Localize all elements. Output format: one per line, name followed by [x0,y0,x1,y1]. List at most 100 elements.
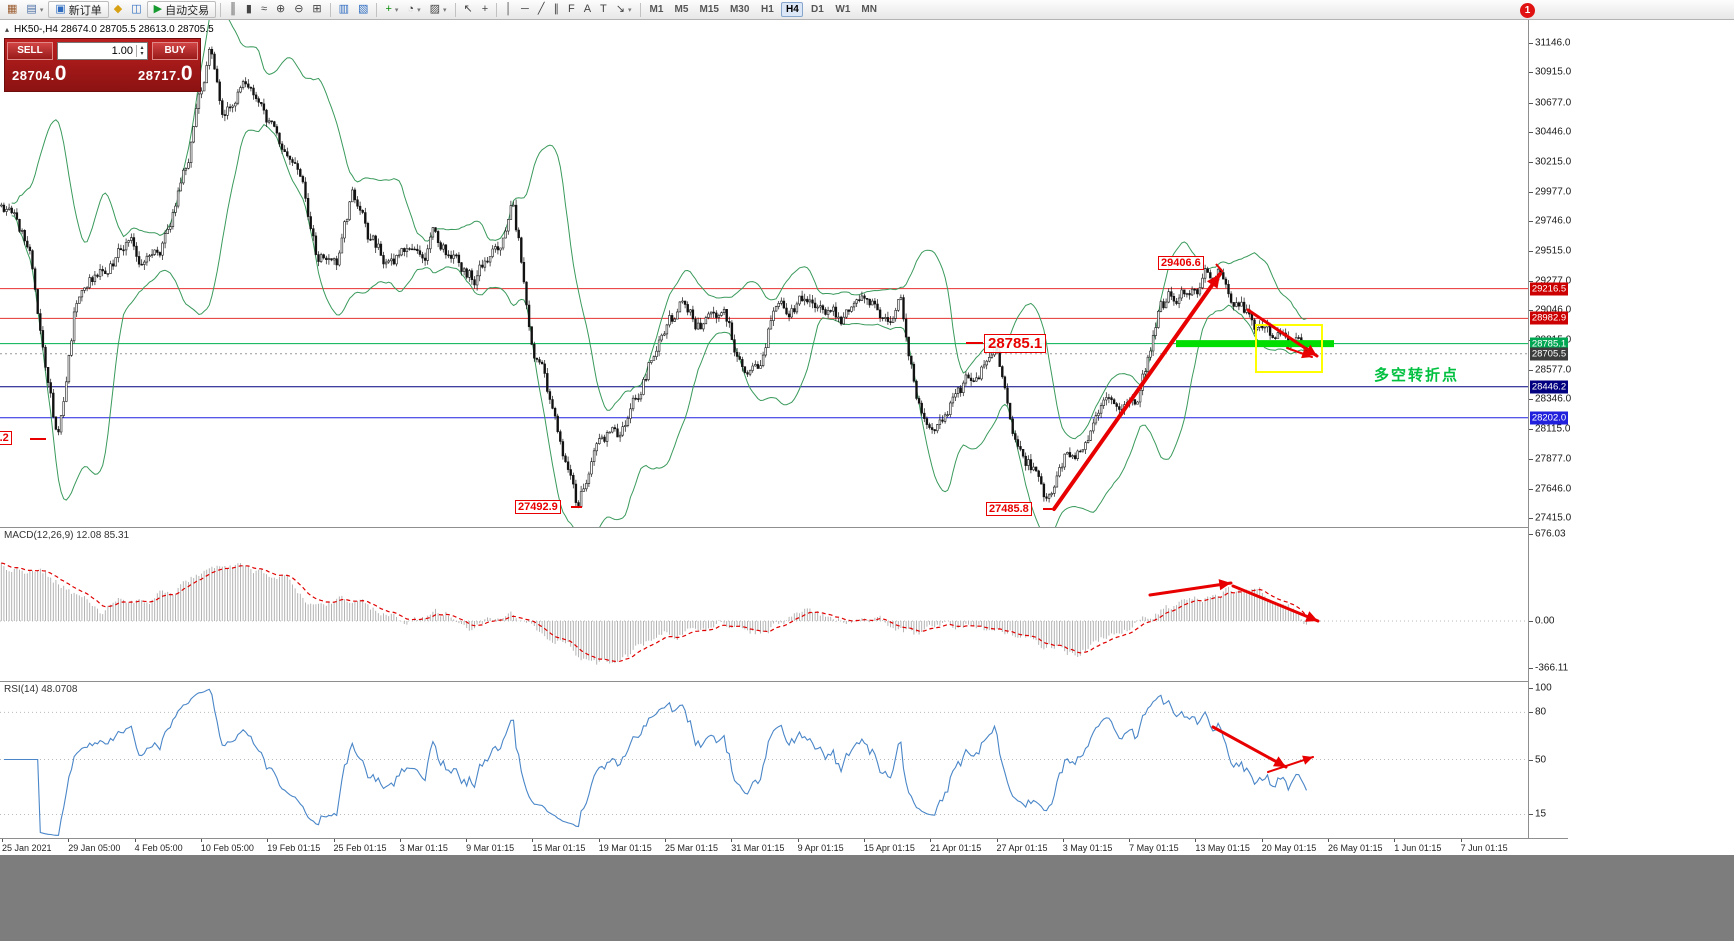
toolbar: ▦ ▤ ▾ ▣ 新订单 ◆ ◫ ▶ 自动交易 ║ ▮ ≈ ⊕ ⊖ ⊞ ▥ ▧ + ▾ ◔ ▾ ▨ ▾ ↖ + │ ─ ╱ ∥ F A T ↘ ▾ M… [0,0,1734,20]
timeframe-w1-button[interactable]: W1 [835,4,851,15]
rsi-indicator-chart[interactable] [0,681,1528,838]
time-axis-label: 15 Mar 01:15 [532,843,586,853]
price-scale-tick [1529,102,1533,104]
new-order-plus-icon[interactable]: + ▾ [381,1,402,18]
new-order-button[interactable]: ▣ 新订单 [48,1,109,18]
time-axis-tick [665,839,666,842]
panel-divider[interactable] [0,527,1568,528]
trade-widget-collapse-icon[interactable]: ▴ [5,25,10,34]
buy-button[interactable]: BUY [152,41,198,60]
template-icon[interactable]: ▨ ▾ [426,1,451,18]
turning-point-note: 多空转折点 [1374,367,1460,384]
charts-list-icon: ▥ [338,3,350,15]
price-scale-tick [1529,132,1533,134]
zoom-in-icon[interactable]: ⊕ [272,1,289,18]
macd-scale-label: 0.00 [1535,615,1555,627]
vertical-line-icon[interactable]: │ [501,1,516,18]
stepper-down-icon[interactable]: ▾ [140,50,144,57]
crosshair-icon[interactable]: + [478,1,492,18]
sell-button[interactable]: SELL [7,41,53,60]
label-icon[interactable]: T [596,1,611,18]
main-price-chart[interactable] [0,20,1528,527]
vertical-line-icon: │ [505,3,513,15]
price-badge: 28982.9 [1530,311,1568,325]
time-axis-label: 9 Mar 01:15 [466,843,515,853]
chart-windows-icon[interactable]: ◫ [127,1,145,18]
price-badge: 28202.0 [1530,411,1568,425]
indicators-icon: ◆ [113,3,123,15]
horizontal-line-icon[interactable]: ─ [517,1,533,18]
cursor-icon[interactable]: ↖ [460,1,477,18]
price-badge: 28446.2 [1530,380,1568,394]
auto-trading-button[interactable]: ▶ 自动交易 [146,1,217,18]
time-axis-label: 21 Apr 01:15 [930,843,982,853]
channel-icon[interactable]: ∥ [549,1,563,18]
profiles-icon[interactable]: ▤ ▾ [22,1,47,18]
price-scale-tick [1529,221,1533,223]
arrow-tools-icon[interactable]: ↘ ▾ [612,1,636,18]
timeframe-h1-button[interactable]: H1 [761,4,774,15]
time-axis-tick [333,839,335,842]
macd-scale-tick [1529,621,1533,622]
text-icon[interactable]: A [580,1,595,18]
time-axis-tick [1261,839,1263,842]
time-axis-label: 7 Jun 01:15 [1460,843,1508,853]
charts-list-icon[interactable]: ▥ [335,1,353,18]
timeframe-mn-button[interactable]: MN [861,4,877,15]
time-axis[interactable]: 25 Jan 2021 29 Jan 05:00 4 Feb 05:00 10 Feb… [0,838,1568,855]
price-scale-label: 31146.0 [1535,37,1571,49]
period-clock-icon[interactable]: ◔ ▾ [403,1,424,18]
time-axis-label: 25 Jan 2021 [2,843,52,853]
trendline-icon[interactable]: ╱ [534,1,549,18]
timeframe-m30-button[interactable]: M30 [729,4,750,15]
time-axis-label: 26 May 01:15 [1328,843,1383,853]
price-scale-tick [1529,488,1533,490]
macd-indicator-chart[interactable] [0,527,1528,681]
new-chart-icon: ▦ [7,3,18,15]
stepper-up-icon[interactable]: ▴ [140,44,144,51]
time-axis-label: 29 Jan 05:00 [68,843,121,853]
price-scale-label: 30215.0 [1535,156,1572,168]
sell-price[interactable]: 28704.0 [12,62,67,85]
zoom-out-icon[interactable]: ⊖ [290,1,307,18]
rsi-scale-label: 15 [1535,808,1547,820]
time-axis-tick [1394,839,1396,842]
line-chart-icon[interactable]: ≈ [257,1,271,18]
fibonacci-icon[interactable]: F [564,1,579,18]
time-axis-label: 7 May 01:15 [1129,843,1179,853]
buy-price[interactable]: 28717.0 [138,62,193,85]
dropdown-arrow-icon: ▾ [417,6,421,14]
price-scale[interactable]: 31146.0 30915.0 30677.0 30446.0 30215.0 29977… [1528,20,1572,838]
timeframe-m15-button[interactable]: M15 [699,4,719,15]
bars-chart-icon[interactable]: ║ [225,1,241,18]
new-chart-icon[interactable]: ▦ [3,1,21,18]
macd-indicator-label: MACD(12,26,9) 12.08 85.31 [4,530,130,541]
time-axis-label: 9 Apr 01:15 [797,843,844,853]
period-clock-icon: ◔ [407,3,415,15]
price-label-28785: 28785.1 [984,334,1047,353]
price-scale-label: 30446.0 [1535,126,1572,138]
price-label-27492: 27492.9 [515,500,561,514]
price-scale-tick [1529,280,1533,282]
panel-divider[interactable] [0,681,1568,682]
volume-stepper[interactable]: ▴ ▾ [136,44,147,57]
tile-windows-icon[interactable]: ⊞ [308,1,325,18]
indicators-icon[interactable]: ◆ [110,1,126,18]
time-axis-label: 13 May 01:15 [1195,843,1250,853]
price-scale-tick [1529,370,1533,372]
volume-input[interactable]: 1.00 ▴ ▾ [57,41,148,60]
price-scale-label: 28346.0 [1535,393,1572,405]
zoom-out-icon: ⊖ [294,3,304,15]
candles-chart-icon[interactable]: ▮ [242,1,256,18]
timeframe-h4-button[interactable]: H4 [781,2,804,17]
data-window-icon[interactable]: ▧ [354,1,372,18]
timeframe-d1-button[interactable]: D1 [811,4,824,15]
dropdown-arrow-icon: ▾ [394,6,399,14]
timeframe-m1-button[interactable]: M1 [649,4,664,15]
timeframe-m5-button[interactable]: M5 [674,4,689,15]
price-scale-tick [1529,72,1533,74]
horizontal-line-icon: ─ [521,3,529,15]
notification-badge[interactable]: 1 [1520,3,1535,18]
new-order-plus-icon: + [385,3,392,15]
